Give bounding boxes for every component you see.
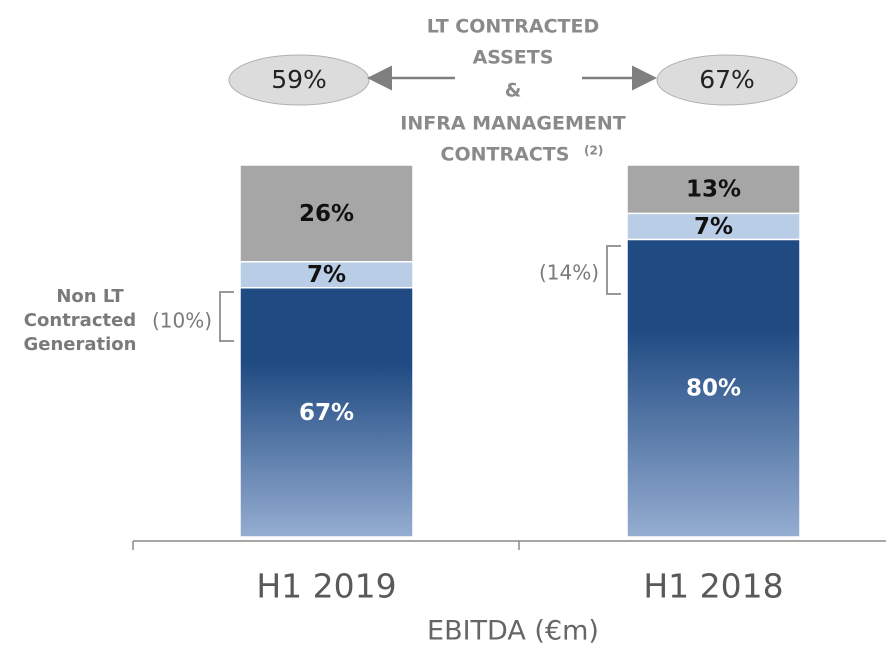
bar-segment — [626, 164, 801, 215]
value-label: 7% — [307, 262, 346, 288]
callout-label: 59% — [271, 65, 327, 94]
heading: LT CONTRACTED ASSETS & INFRA MANAGEMENT … — [400, 16, 625, 166]
value-label: 67% — [299, 400, 354, 426]
x-tick-label: H1 2019 — [256, 567, 396, 606]
bar-segment — [626, 212, 801, 241]
x-tick-label: H1 2018 — [643, 567, 783, 606]
side-note: Generation — [24, 334, 137, 355]
heading-line: INFRA MANAGEMENT — [400, 113, 625, 135]
heading-line: CONTRACTS — [441, 144, 570, 166]
side-note: Non LT — [56, 286, 124, 307]
callout-bubble — [656, 54, 798, 106]
bar-segment — [239, 260, 414, 289]
value-label: 7% — [694, 214, 733, 240]
heading-line: LT CONTRACTED — [427, 16, 599, 38]
bar-segment — [239, 164, 414, 263]
side-note: Contracted — [24, 310, 136, 331]
bar-segment — [626, 238, 801, 538]
bracket-label: (10%) — [152, 309, 212, 333]
bracket — [606, 245, 621, 295]
x-axis-label: EBITDA (€m) — [427, 616, 599, 647]
value-label: 13% — [686, 177, 741, 203]
value-label: 80% — [686, 376, 741, 402]
heading-line: & — [505, 80, 522, 102]
bar-segment — [239, 287, 414, 538]
callout-label: 67% — [699, 65, 755, 94]
value-label: 26% — [299, 201, 354, 227]
heading-note: (2) — [584, 144, 603, 158]
bracket — [219, 291, 234, 342]
bracket-label: (14%) — [539, 261, 599, 285]
heading-line: ASSETS — [473, 47, 554, 69]
